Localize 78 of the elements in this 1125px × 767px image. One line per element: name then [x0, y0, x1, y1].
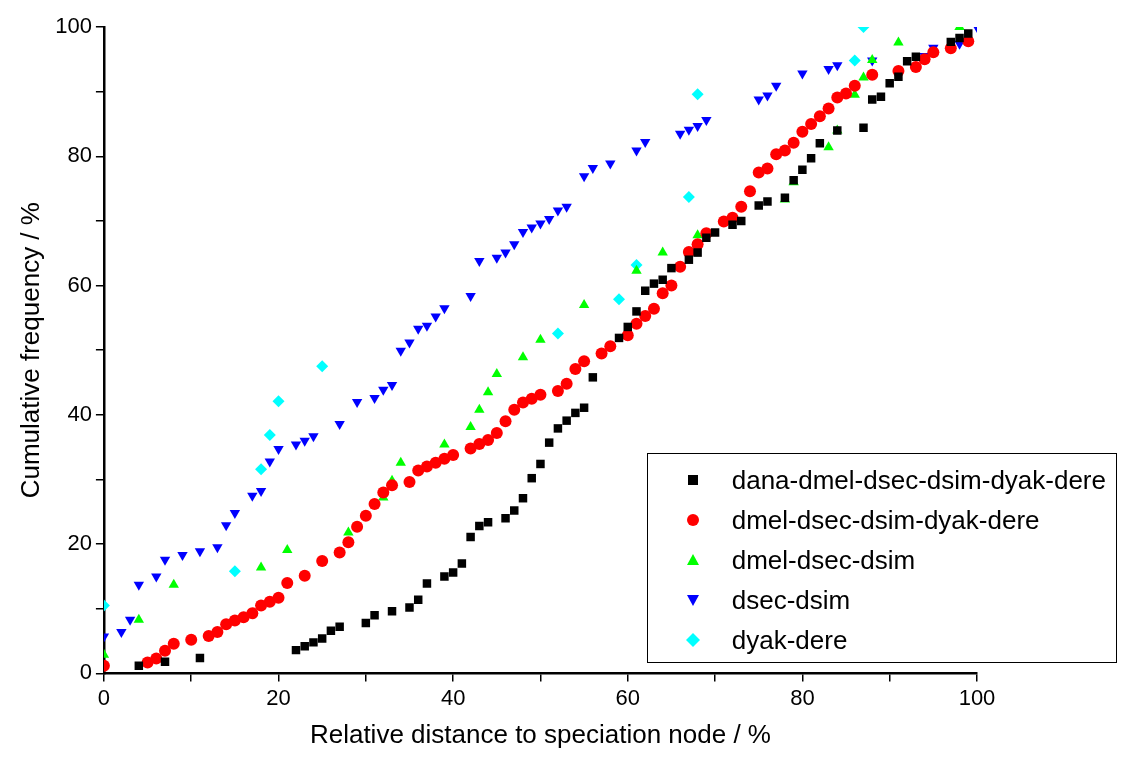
point: [116, 629, 127, 639]
x-tick-label: 20: [266, 684, 291, 710]
point: [395, 347, 406, 357]
point: [378, 386, 389, 396]
point: [228, 565, 241, 578]
point: [561, 203, 572, 213]
point: [124, 616, 136, 626]
y-axis-title: Cumulative frequency / %: [14, 202, 45, 499]
point: [272, 395, 285, 408]
point: [491, 254, 502, 264]
point: [264, 458, 275, 468]
point: [683, 126, 695, 136]
point: [701, 117, 712, 127]
point: [631, 147, 642, 157]
point: [823, 66, 834, 76]
point: [605, 160, 616, 170]
point: [177, 552, 188, 562]
point: [151, 573, 162, 583]
y-tick-label: 20: [67, 530, 92, 556]
point: [413, 325, 424, 335]
point: [753, 96, 764, 106]
point: [691, 88, 704, 101]
y-tick-label: 100: [55, 13, 92, 39]
point: [848, 54, 861, 67]
legend-label: dsec-dsim: [731, 584, 851, 616]
x-tick-label: 0: [97, 684, 111, 710]
point: [159, 556, 171, 566]
point: [613, 293, 626, 306]
x-tick-label: 60: [615, 684, 640, 710]
point: [421, 322, 433, 332]
point: [290, 441, 302, 451]
point: [439, 305, 450, 315]
point: [316, 360, 329, 373]
x-tick-label: 40: [440, 684, 466, 710]
y-tick-label: 80: [67, 142, 92, 168]
point: [587, 164, 599, 174]
point: [369, 395, 380, 405]
point: [133, 581, 145, 591]
point: [832, 62, 843, 72]
point: [255, 488, 267, 498]
point: [543, 215, 555, 225]
point: [578, 173, 590, 183]
point: [692, 122, 703, 132]
legend-label: dmel-dsec-dsim-dyak-dere: [731, 504, 1040, 536]
point: [551, 327, 564, 340]
point: [308, 433, 319, 443]
point: [229, 510, 241, 520]
point: [351, 398, 363, 408]
point: [194, 548, 206, 558]
point: [220, 522, 232, 532]
point: [273, 446, 284, 456]
point: [552, 207, 564, 217]
x-tick-label: 80: [790, 684, 815, 710]
point: [640, 139, 651, 149]
legend-label: dmel-dsec-dsim: [731, 544, 916, 576]
point: [500, 249, 511, 259]
y-tick-label: 60: [67, 271, 92, 297]
point: [255, 463, 268, 476]
point: [474, 258, 485, 267]
legend-label: dyak-dere: [731, 624, 848, 656]
x-tick-label: 100: [958, 684, 996, 710]
point: [517, 228, 529, 238]
point: [465, 292, 476, 302]
point: [404, 339, 415, 349]
point: [212, 544, 223, 554]
point: [263, 428, 276, 441]
point: [334, 420, 345, 430]
x-axis-title: Relative distance to speciation node / %: [309, 718, 771, 749]
point: [674, 130, 686, 140]
point: [386, 382, 398, 392]
y-tick-label: 40: [67, 400, 92, 426]
y-tick-label: 0: [79, 659, 92, 685]
legend-label: dana-dmel-dsec-dsim-dyak-dere: [731, 464, 1106, 496]
point: [526, 224, 537, 234]
point: [509, 241, 520, 251]
point: [682, 191, 695, 203]
point: [299, 437, 310, 447]
point: [770, 82, 782, 92]
